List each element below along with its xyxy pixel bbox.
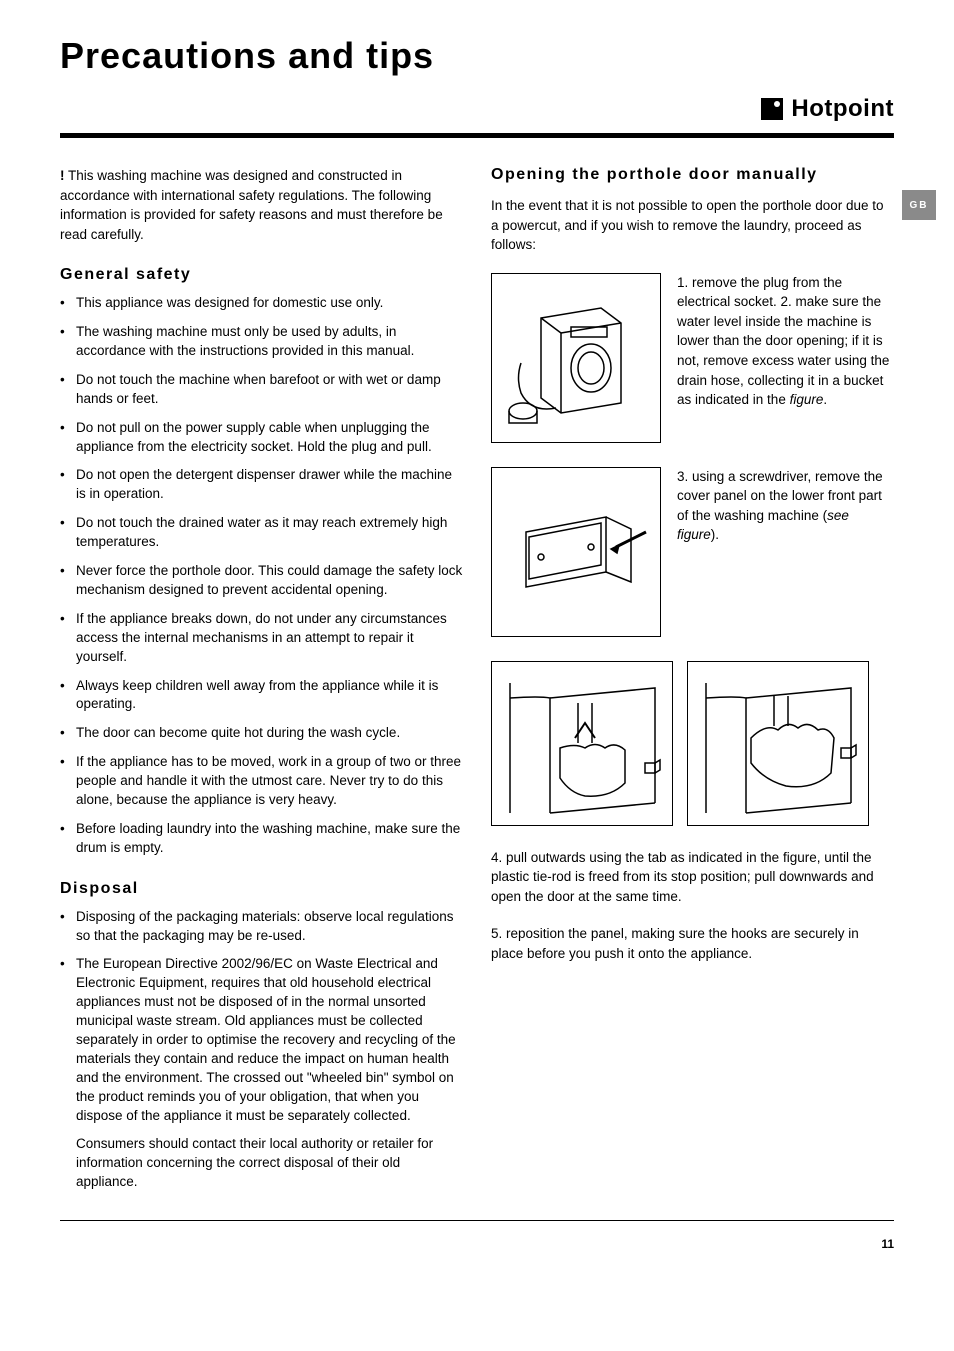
porthole-heading: Opening the porthole door manually [491,166,894,184]
figure-pull-tab-2 [687,661,869,826]
list-item: The European Directive 2002/96/EC on Was… [60,955,463,1125]
warning-icon: ! [60,168,65,183]
intro-text: This washing machine was designed and co… [60,168,443,242]
step-1-2-text: 1. remove the plug from the electrical s… [677,273,894,443]
left-column: ! This washing machine was designed and … [60,166,463,1214]
header-divider [60,133,894,138]
list-item: This appliance was designed for domestic… [60,294,463,313]
figure-pair [491,661,894,826]
brand-logo: Hotpoint [60,95,894,123]
step-3-text: 3. using a screwdriver, remove the cover… [677,467,894,637]
page-number: 11 [60,1237,894,1251]
list-item: Do not open the detergent dispenser draw… [60,466,463,504]
list-item: If the appliance breaks down, do not und… [60,610,463,667]
figure-remove-panel [491,467,661,637]
porthole-intro: In the event that it is not possible to … [491,196,894,255]
hotpoint-icon [761,98,783,120]
page-title: Precautions and tips [60,35,894,77]
list-item: Consumers should contact their local aut… [60,1135,463,1192]
figure-block-2: 3. using a screwdriver, remove the cover… [491,467,894,637]
list-item: Always keep children well away from the … [60,677,463,715]
intro-paragraph: ! This washing machine was designed and … [60,166,463,244]
list-item: Do not touch the machine when barefoot o… [60,371,463,409]
language-tab: GB [902,190,936,220]
list-item: If the appliance has to be moved, work i… [60,753,463,810]
figure-pull-tab-1 [491,661,673,826]
figure-washer-drain [491,273,661,443]
footer-divider [60,1220,894,1221]
list-item: Never force the porthole door. This coul… [60,562,463,600]
list-item: The door can become quite hot during the… [60,724,463,743]
brand-name: Hotpoint [791,95,894,123]
list-item: Disposing of the packaging materials: ob… [60,908,463,946]
step-5-text: 5. reposition the panel, making sure the… [491,924,894,963]
list-item: Before loading laundry into the washing … [60,820,463,858]
right-column: Opening the porthole door manually In th… [491,166,894,1214]
figure-block-1: 1. remove the plug from the electrical s… [491,273,894,443]
disposal-extra: Consumers should contact their local aut… [60,1135,463,1192]
general-safety-heading: General safety [60,266,463,284]
list-item: Do not touch the drained water as it may… [60,514,463,552]
general-safety-list: This appliance was designed for domestic… [60,294,463,857]
step-4-text: 4. pull outwards using the tab as indica… [491,848,894,907]
list-item: Do not pull on the power supply cable wh… [60,419,463,457]
disposal-heading: Disposal [60,880,463,898]
list-item: The washing machine must only be used by… [60,323,463,361]
disposal-list: Disposing of the packaging materials: ob… [60,908,463,1126]
